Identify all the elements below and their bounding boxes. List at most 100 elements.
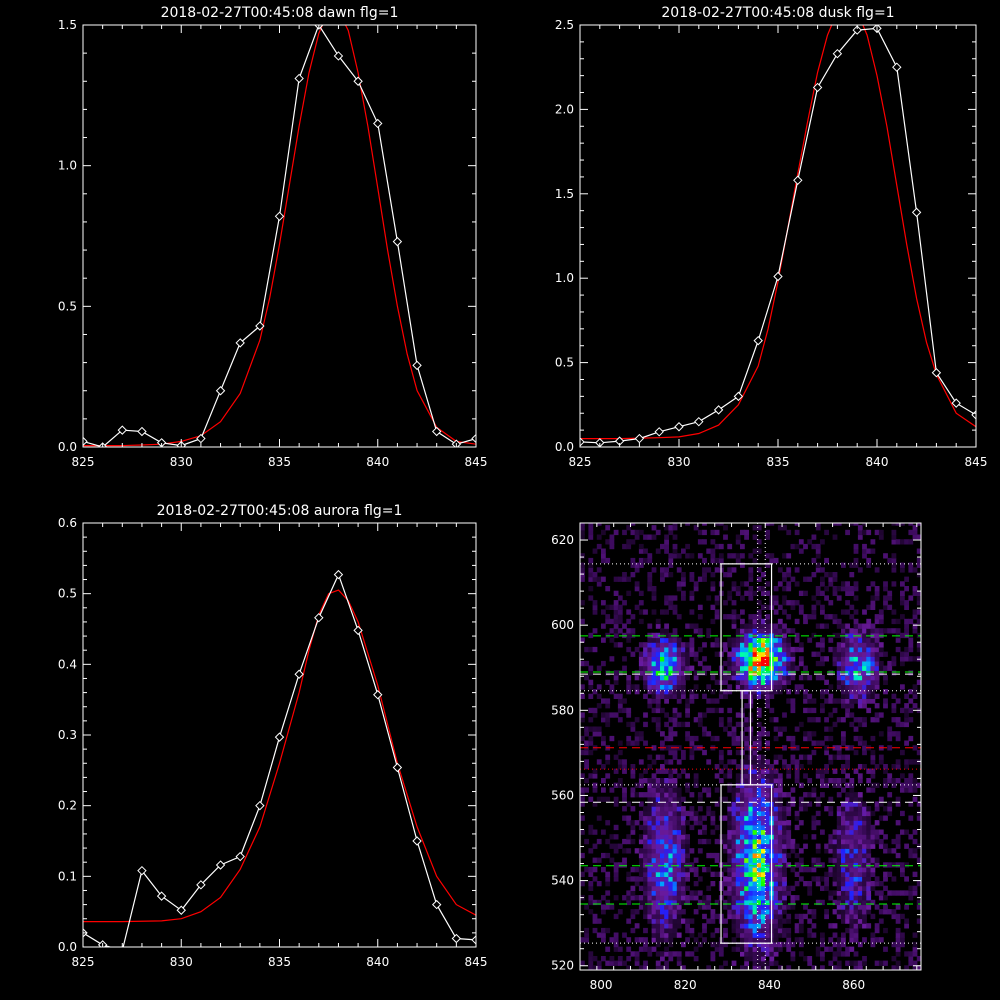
heatmap-cell	[807, 792, 813, 798]
heatmap-cell	[853, 675, 859, 681]
heatmap-cell	[740, 595, 745, 601]
heatmap-cell	[681, 768, 686, 774]
heatmap-cell	[727, 881, 733, 887]
heatmap-cell	[731, 824, 737, 831]
heatmap-cell	[580, 534, 585, 540]
heatmap-cell	[634, 820, 640, 826]
heatmap-cell	[702, 642, 707, 648]
heatmap-cell	[655, 941, 661, 948]
heatmap-cell	[735, 881, 741, 887]
heatmap-cell	[651, 567, 657, 573]
heatmap-cell	[836, 623, 842, 629]
heatmap-cell	[786, 834, 792, 840]
heatmap-cell	[904, 923, 909, 929]
heatmap-cell	[824, 885, 829, 891]
heatmap-cell	[866, 909, 872, 915]
heatmap-cell	[891, 618, 897, 625]
heatmap-cell	[668, 843, 674, 849]
heatmap-cell	[761, 773, 766, 779]
heatmap-cell	[853, 679, 859, 685]
heatmap-cell	[651, 759, 657, 765]
heatmap-cell	[744, 867, 749, 873]
heatmap-cell	[761, 871, 766, 877]
heatmap-cell	[845, 890, 850, 896]
heatmap-cell	[651, 707, 657, 714]
heatmap-cell	[777, 838, 783, 845]
heatmap-cell	[845, 852, 850, 859]
heatmap-cell	[660, 642, 665, 648]
heatmap-cell	[891, 956, 897, 962]
heatmap-cell	[647, 890, 653, 896]
heatmap-cell	[815, 857, 821, 863]
heatmap-cell	[727, 862, 733, 868]
heatmap-cell	[794, 529, 800, 536]
heatmap-cell	[912, 614, 918, 620]
heatmap-cell	[676, 824, 682, 831]
heatmap-cell	[685, 773, 690, 779]
heatmap-cell	[891, 913, 897, 920]
heatmap-cell	[617, 843, 623, 849]
heatmap-cell	[857, 525, 863, 531]
heatmap-cell	[681, 651, 686, 657]
heatmap-cell	[798, 848, 804, 854]
heatmap-cell	[706, 567, 712, 573]
heatmap-cell	[693, 670, 699, 676]
plot-frame	[82, 24, 477, 448]
heatmap-cell	[740, 834, 745, 840]
heatmap-cell	[845, 628, 850, 634]
heatmap-cell	[756, 576, 762, 582]
heatmap-cell	[702, 815, 707, 821]
heatmap-cell	[908, 562, 914, 568]
heatmap-cell	[811, 604, 817, 610]
heatmap-cell	[857, 642, 863, 648]
heatmap-cell	[702, 927, 707, 934]
heatmap-cell	[761, 806, 766, 812]
heatmap-cell	[782, 628, 787, 634]
heatmap-cell	[592, 548, 598, 554]
heatmap-cell	[748, 679, 754, 685]
heatmap-cell	[601, 895, 606, 901]
heatmap-cell	[744, 913, 749, 920]
heatmap-cell	[798, 609, 804, 615]
heatmap-cell	[786, 660, 792, 667]
heatmap-cell	[756, 745, 762, 751]
heatmap-cell	[878, 801, 884, 807]
heatmap-cell	[874, 529, 880, 536]
heatmap-cell	[592, 867, 598, 873]
heatmap-cell	[857, 810, 863, 817]
heatmap-cell	[849, 867, 855, 873]
heatmap-cell	[596, 534, 602, 540]
heatmap-cell	[592, 604, 598, 610]
heatmap-cell	[786, 913, 792, 920]
heatmap-cell	[845, 834, 850, 840]
heatmap-cell	[714, 543, 720, 550]
heatmap-cell	[807, 932, 813, 938]
heatmap-cell	[874, 820, 880, 826]
heatmap-cell	[693, 820, 699, 826]
heatmap-cell	[815, 881, 821, 887]
heatmap-cell	[735, 586, 741, 592]
heatmap-cell	[744, 651, 749, 657]
heatmap-cell	[685, 712, 690, 718]
heatmap-cell	[845, 689, 850, 695]
heatmap-cell	[866, 848, 872, 854]
heatmap-cell	[668, 899, 674, 906]
heatmap-cell	[773, 782, 779, 788]
heatmap-cell	[908, 759, 914, 765]
heatmap-cell	[647, 881, 653, 887]
heatmap-cell	[794, 684, 800, 690]
heatmap-cell	[769, 773, 775, 779]
heatmap-cell	[731, 581, 737, 587]
heatmap-cell	[824, 881, 829, 887]
heatmap-cell	[807, 731, 813, 737]
heatmap-cell	[756, 642, 762, 648]
heatmap-cell	[874, 665, 880, 671]
heatmap-cell	[634, 740, 640, 746]
heatmap-cell	[668, 660, 674, 667]
heatmap-cell	[664, 539, 669, 545]
heatmap-cell	[866, 628, 872, 634]
heatmap-cell	[916, 562, 921, 568]
heatmap-cell	[849, 642, 855, 648]
heatmap-cell	[794, 862, 800, 868]
heatmap-cell	[655, 698, 661, 704]
